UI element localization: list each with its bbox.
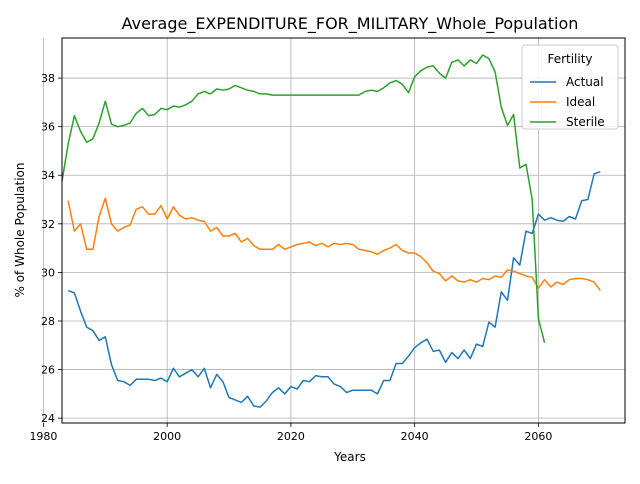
legend-box	[521, 44, 619, 130]
y-tick-label: 36	[41, 121, 55, 134]
y-tick-label: 34	[41, 169, 55, 182]
y-tick-label: 32	[41, 218, 55, 231]
y-tick-label: 30	[41, 266, 55, 279]
x-axis-label: Years	[333, 450, 366, 464]
x-tick-label: 2000	[153, 430, 181, 443]
y-axis-label: % of Whole Population	[13, 163, 27, 298]
x-tick-label: 2060	[524, 430, 552, 443]
y-tick-label: 28	[41, 315, 55, 328]
x-tick-label: 2020	[277, 430, 305, 443]
axis-ticks: 1980 2000 2020 2040 2060 24 26 28 30 32 34 36 38	[29, 72, 552, 443]
legend: Fertility Actual Ideal Sterile	[521, 44, 619, 130]
series-lines	[61, 54, 601, 408]
y-tick-label: 26	[41, 364, 55, 377]
series-line-ideal	[67, 197, 601, 292]
x-tick-label: 1980	[29, 430, 57, 443]
series-line-sterile	[61, 54, 546, 343]
y-tick-label: 38	[41, 72, 55, 85]
legend-label-actual: Actual	[566, 75, 604, 89]
legend-label-sterile: Sterile	[566, 115, 605, 129]
x-tick-label: 2040	[401, 430, 429, 443]
plot-frame	[61, 37, 626, 424]
legend-title: Fertility	[547, 52, 592, 66]
y-tick-label: 24	[41, 412, 55, 425]
chart-title: Average_EXPENDITURE_FOR_MILITARY_Whole_P…	[122, 14, 579, 34]
series-line-actual	[67, 170, 601, 408]
legend-label-ideal: Ideal	[566, 95, 595, 109]
